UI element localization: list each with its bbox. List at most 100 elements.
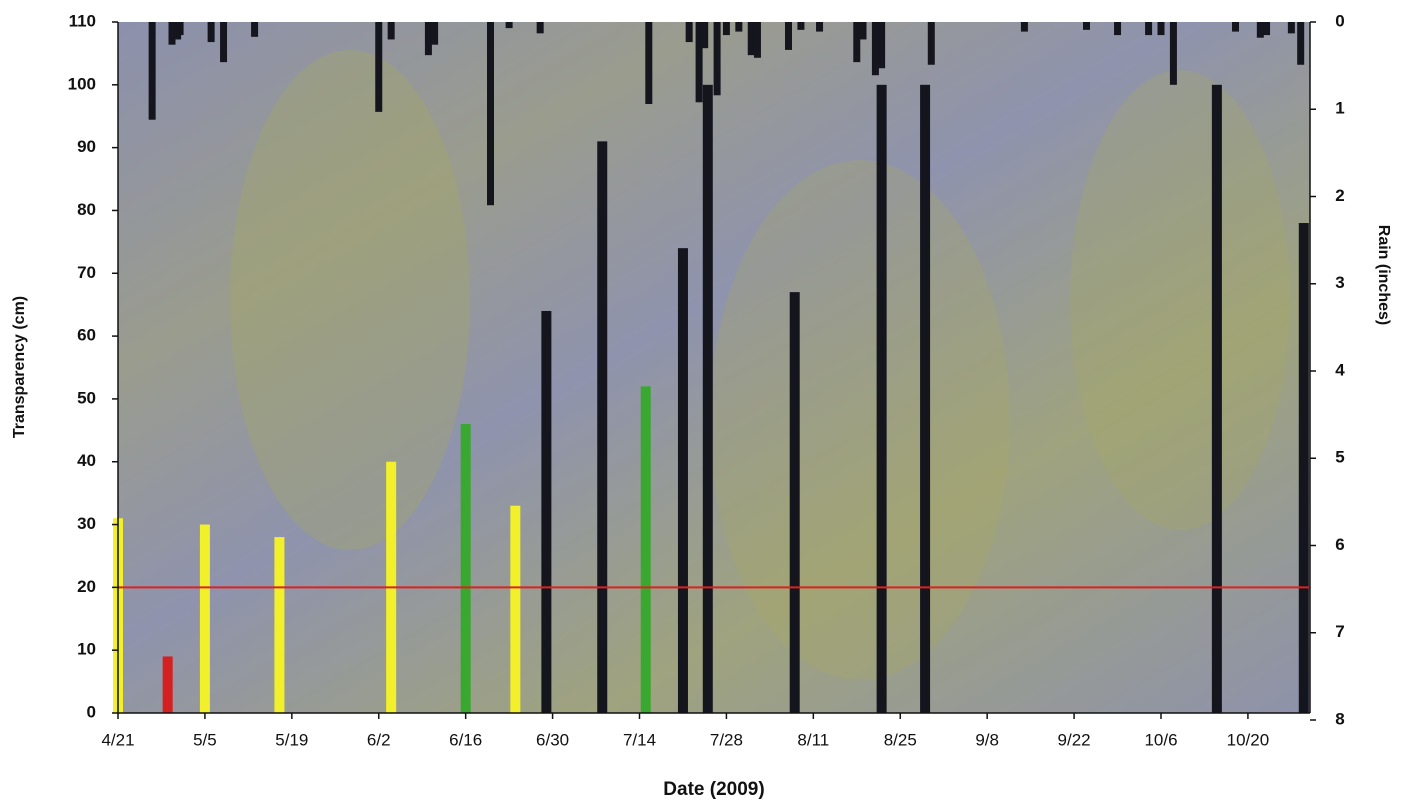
rain-bar xyxy=(816,22,824,32)
y2-tick-label: 0 xyxy=(1335,11,1344,30)
rain-bar xyxy=(1256,22,1264,38)
x-tick-label: 4/21 xyxy=(101,730,134,749)
rain-bar xyxy=(645,22,653,105)
transparency-bar xyxy=(1211,84,1222,714)
y-tick-label: 80 xyxy=(77,200,96,219)
rain-bar xyxy=(1287,22,1295,34)
y-tick-label: 10 xyxy=(77,640,96,659)
y-tick-label: 20 xyxy=(77,577,96,596)
x-tick-label: 8/11 xyxy=(797,730,829,749)
transparency-bar xyxy=(597,141,608,713)
rain-bar xyxy=(176,22,184,36)
rain-bar xyxy=(168,22,176,45)
rain-bar xyxy=(1114,22,1122,36)
x-tick-label: 7/14 xyxy=(623,730,656,749)
background-patch xyxy=(230,50,470,550)
rain-bar xyxy=(878,22,886,69)
rain-bar xyxy=(1169,22,1177,85)
y2-tick-label: 7 xyxy=(1335,622,1344,641)
transparency-bar xyxy=(510,505,521,713)
background-patch xyxy=(710,160,1010,680)
rain-bar xyxy=(685,22,693,43)
rain-bar xyxy=(785,22,792,50)
rain-bar xyxy=(148,22,156,120)
rain-bar xyxy=(797,22,805,30)
y2-tick-label: 4 xyxy=(1335,360,1345,379)
y2-tick-label: 3 xyxy=(1335,273,1344,292)
x-tick-label: 7/28 xyxy=(710,730,743,749)
rain-bar xyxy=(536,22,544,34)
y-axis-title: Transparency (cm) xyxy=(11,296,28,438)
rain-bar xyxy=(1232,22,1239,32)
y-tick-label: 50 xyxy=(77,388,96,407)
x-tick-label: 5/19 xyxy=(275,730,308,749)
y2-axis-title: Rain (inches) xyxy=(1375,225,1392,325)
rain-bar xyxy=(1020,22,1028,32)
transparency-bar xyxy=(199,524,210,713)
transparency-bar xyxy=(541,310,552,713)
y-tick-label: 60 xyxy=(77,326,96,345)
x-tick-label: 6/30 xyxy=(536,730,569,749)
rain-bar xyxy=(1145,22,1153,36)
transparency-bar xyxy=(460,424,471,713)
rain-bar xyxy=(1297,22,1305,65)
background-patch xyxy=(1070,70,1290,530)
rain-bar xyxy=(220,22,228,63)
rain-bar xyxy=(487,22,494,206)
x-tick-label: 6/16 xyxy=(449,730,482,749)
rain-bar xyxy=(853,22,861,63)
transparency-bar xyxy=(677,248,688,714)
y2-tick-label: 6 xyxy=(1335,535,1344,554)
y2-tick-label: 1 xyxy=(1335,99,1344,118)
rain-bar xyxy=(713,22,721,96)
transparency-bar xyxy=(702,84,713,714)
y-tick-label: 0 xyxy=(87,702,96,721)
y-tick-label: 110 xyxy=(69,11,96,30)
rain-bar xyxy=(747,22,755,56)
y2-tick-label: 2 xyxy=(1335,186,1344,205)
x-tick-label: 6/2 xyxy=(367,730,391,749)
rain-bar xyxy=(927,22,935,65)
transparency-bar xyxy=(1298,223,1309,713)
y2-tick-label: 5 xyxy=(1335,448,1344,467)
rain-bar xyxy=(424,22,432,56)
rain-bar xyxy=(251,22,259,37)
y2-tick-label: 8 xyxy=(1335,709,1344,728)
y-tick-label: 40 xyxy=(77,451,96,470)
rain-bar xyxy=(859,22,867,40)
rain-bar xyxy=(1083,22,1090,30)
rain-bar xyxy=(701,22,709,49)
transparency-bar xyxy=(274,537,285,713)
y-tick-label: 100 xyxy=(68,74,96,93)
rain-bar xyxy=(387,22,395,40)
y-tick-label: 70 xyxy=(77,263,96,282)
transparency-bar xyxy=(920,84,931,714)
rain-bar xyxy=(207,22,215,43)
x-tick-label: 5/5 xyxy=(193,730,217,749)
rain-bar xyxy=(753,22,761,58)
x-tick-label: 9/8 xyxy=(975,730,999,749)
rain-bar xyxy=(1157,22,1165,36)
rain-bar xyxy=(695,22,703,103)
transparency-bar xyxy=(876,84,887,714)
rain-bar xyxy=(871,22,879,76)
x-tick-label: 10/20 xyxy=(1227,730,1270,749)
x-axis-title: Date (2009) xyxy=(663,779,764,800)
rain-bar xyxy=(735,22,743,32)
x-tick-label: 9/22 xyxy=(1058,730,1091,749)
transparency-bar xyxy=(640,386,651,713)
x-tick-label: 8/25 xyxy=(884,730,917,749)
plot-background xyxy=(118,22,1310,713)
rain-bar xyxy=(722,22,730,36)
transparency-bar xyxy=(789,292,800,713)
transparency-bar xyxy=(162,656,173,713)
x-tick-label: 10/6 xyxy=(1144,730,1177,749)
rain-bar xyxy=(505,22,513,29)
rain-bar xyxy=(431,22,439,45)
rain-bar xyxy=(1263,22,1271,36)
y-tick-label: 30 xyxy=(77,514,96,533)
rain-bar xyxy=(375,22,383,112)
y-tick-label: 90 xyxy=(77,137,96,156)
